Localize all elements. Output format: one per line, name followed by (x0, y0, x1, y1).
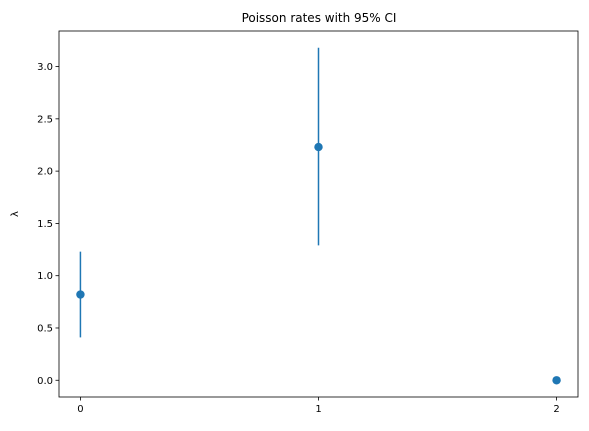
y-tick-label: 0.0 (37, 376, 53, 387)
data-point (314, 142, 323, 152)
y-tick-label: 1.0 (37, 271, 53, 282)
error-bars (79, 47, 320, 338)
x-tick-label: 1 (315, 404, 321, 415)
chart-title: Poisson rates with 95% CI (242, 11, 397, 25)
y-axis: 0.0 0.5 1.0 1.5 2.0 2.5 3.0 (37, 62, 59, 387)
data-point (76, 290, 85, 299)
data-points (76, 142, 561, 385)
y-tick-label: 3.0 (37, 62, 53, 73)
x-axis: 0 1 2 (77, 397, 560, 415)
x-tick-label: 0 (77, 404, 83, 415)
data-point (552, 376, 561, 385)
y-axis-label: λ (10, 211, 21, 217)
x-tick-label: 2 (553, 404, 559, 415)
y-tick-label: 2.5 (37, 114, 53, 125)
y-tick-label: 2.0 (37, 167, 53, 178)
y-tick-label: 1.5 (37, 219, 53, 230)
y-tick-label: 0.5 (37, 323, 53, 334)
